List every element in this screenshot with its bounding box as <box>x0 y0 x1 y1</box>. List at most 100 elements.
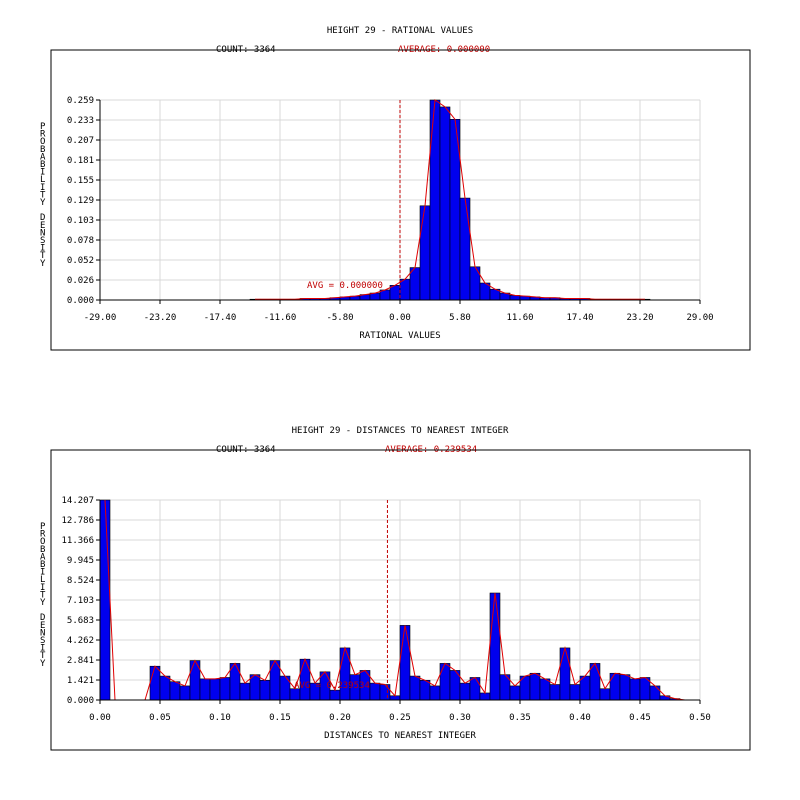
plot-frame <box>50 49 751 351</box>
axes: -29.00 -23.20 -17.40 -11.60 -5.80 0.00 5.80 11.… <box>67 96 714 323</box>
histogram-bar <box>619 674 631 701</box>
histogram-bar <box>429 685 441 701</box>
chart-title: HEIGHT 29 - RATIONAL VALUES <box>327 26 473 36</box>
x-tick-label: -29.00 <box>84 313 117 323</box>
histogram-bar <box>529 672 541 701</box>
x-tick-label: 29.00 <box>686 313 713 323</box>
density-line <box>104 499 695 701</box>
x-tick-label: 0.50 <box>689 713 711 723</box>
histogram-bar <box>489 592 501 701</box>
histogram-bar <box>219 677 231 701</box>
rational-values-panel: HEIGHT 29 - RATIONAL VALUES COUNT: 3364 … <box>40 26 751 351</box>
x-tick-label: -11.60 <box>264 313 297 323</box>
y-tick-label: 0.052 <box>67 256 94 266</box>
density-polygon <box>104 499 695 701</box>
avg-marker-label: AVG = 0.000000 <box>307 281 383 291</box>
histogram-bar <box>539 678 551 701</box>
chart-title: HEIGHT 29 - DISTANCES TO NEAREST INTEGER <box>292 426 509 436</box>
x-axis-label: RATIONAL VALUES <box>359 331 440 341</box>
histogram-bar <box>609 672 621 701</box>
y-tick-label: 14.207 <box>61 496 94 506</box>
histogram-bar <box>409 675 421 701</box>
histogram-bar <box>419 679 431 701</box>
histogram-bar <box>399 625 411 701</box>
histogram-bar <box>339 647 351 701</box>
y-tick-label: 0.233 <box>67 116 94 126</box>
histogram-bar <box>249 674 261 701</box>
y-tick-label: 7.103 <box>67 596 94 606</box>
x-tick-label: -17.40 <box>204 313 237 323</box>
y-tick-label: 0.259 <box>67 96 94 106</box>
x-tick-label: 0.35 <box>509 713 531 723</box>
y-tick-label: 0.103 <box>67 216 94 226</box>
histogram-bar <box>429 99 441 301</box>
x-tick-label: 0.40 <box>569 713 591 723</box>
histogram-bar <box>239 682 251 701</box>
x-axis-label: DISTANCES TO NEAREST INTEGER <box>324 731 476 741</box>
histogram-bar <box>629 678 641 701</box>
y-tick-label: 5.683 <box>67 616 94 626</box>
histogram-bar <box>419 205 431 301</box>
histogram-bar <box>149 665 161 701</box>
histogram-bar <box>439 663 451 701</box>
histogram-bar <box>369 682 381 701</box>
x-tick-label: 0.05 <box>149 713 171 723</box>
x-tick-label: 11.60 <box>506 313 533 323</box>
histogram-bar <box>299 658 311 701</box>
x-tick-label: 0.10 <box>209 713 231 723</box>
density-polygon <box>255 99 645 300</box>
x-tick-label: 17.40 <box>566 313 593 323</box>
histogram-bar <box>409 267 421 301</box>
histogram-bar <box>99 499 111 701</box>
y-tick-label: 9.945 <box>67 556 94 566</box>
histogram-bar <box>599 688 611 701</box>
histogram-bar <box>439 106 451 301</box>
histogram-bar <box>169 681 181 701</box>
histogram-bar <box>569 684 581 701</box>
histogram-bar <box>259 679 271 701</box>
x-tick-label: 0.25 <box>389 713 411 723</box>
plot-frame <box>50 449 751 751</box>
y-tick-label: 12.786 <box>61 516 94 526</box>
y-tick-label: 11.366 <box>61 536 94 546</box>
x-tick-label: 5.80 <box>449 313 471 323</box>
histogram-bar <box>159 675 171 701</box>
histogram-bar <box>379 684 391 701</box>
histogram-bar <box>389 285 401 301</box>
y-tick-label: 0.026 <box>67 276 94 286</box>
histogram-bar <box>649 685 661 701</box>
x-tick-label: 23.20 <box>626 313 653 323</box>
y-tick-label: 0.000 <box>67 296 94 306</box>
x-tick-label: 0.45 <box>629 713 651 723</box>
histogram-bar <box>459 197 471 301</box>
x-tick-label: 0.30 <box>449 713 471 723</box>
y-tick-label: 0.181 <box>67 156 94 166</box>
histogram-bar <box>399 278 411 301</box>
histogram-bar <box>279 675 291 701</box>
x-tick-label: 0.15 <box>269 713 291 723</box>
histogram-bar <box>199 678 211 701</box>
x-tick-label: 0.00 <box>89 713 111 723</box>
histogram-bar <box>549 684 561 701</box>
y-tick-label: 0.000 <box>67 696 94 706</box>
y-tick-label: 2.841 <box>67 656 94 666</box>
histogram-bar <box>179 685 191 701</box>
y-tick-label: 8.524 <box>67 576 94 586</box>
histogram-bar <box>509 685 521 701</box>
histogram-bar <box>559 647 571 701</box>
histogram-bar <box>479 692 491 701</box>
y-tick-label: 0.078 <box>67 236 94 246</box>
x-tick-label: 0.00 <box>389 313 411 323</box>
avg-marker-label: AVG = 0.239534 <box>294 681 370 691</box>
x-tick-label: -5.80 <box>326 313 353 323</box>
y-tick-label: 0.155 <box>67 176 94 186</box>
y-tick-label: 4.262 <box>67 636 94 646</box>
y-tick-label: 0.207 <box>67 136 94 146</box>
histogram-bar <box>459 682 471 701</box>
histogram-bar <box>589 663 601 701</box>
histogram-bar <box>469 677 481 701</box>
x-tick-label: 0.20 <box>329 713 351 723</box>
